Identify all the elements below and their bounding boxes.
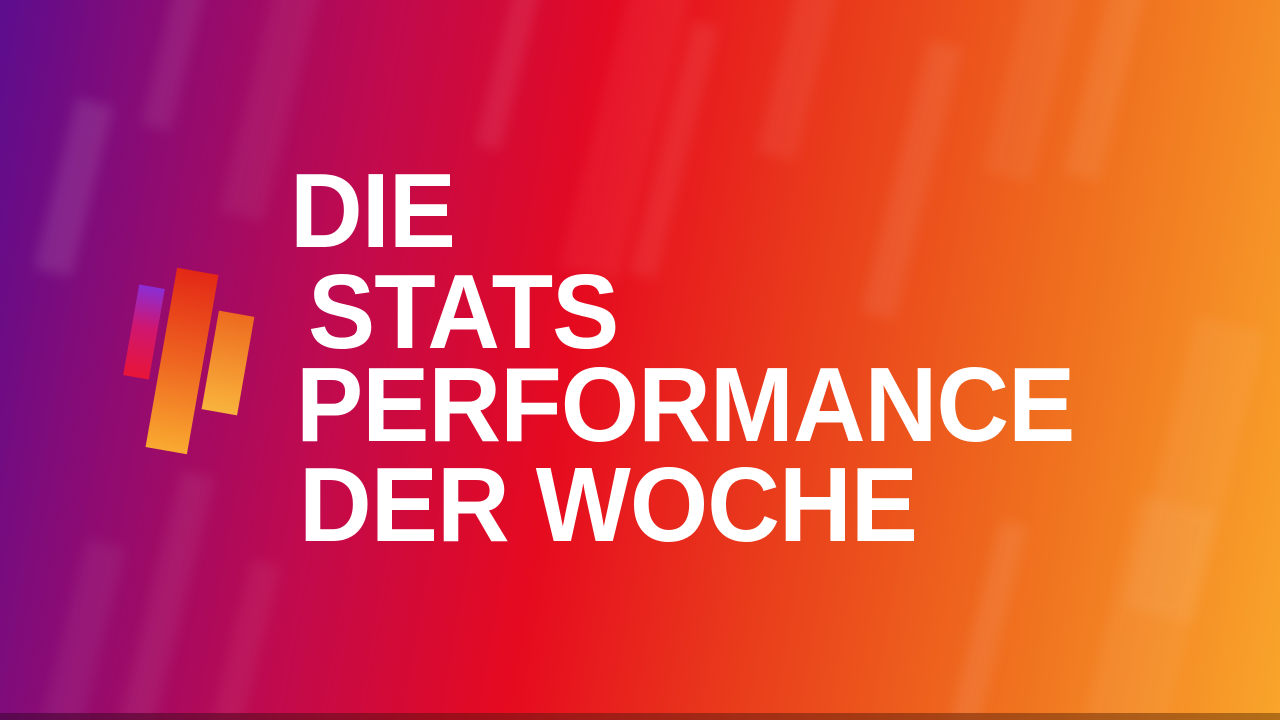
title-line-der-woche: DER WOCHE [299,446,918,564]
title-line-stats: STATS [308,253,619,371]
title-line-performance: PERFORMANCE [296,346,1075,464]
logo-bar-middle [145,267,219,455]
logo-bar-right [201,310,255,416]
stats-bars-logo-icon [123,267,255,455]
logo-bar-left [123,284,165,380]
bottom-edge-shadow [0,713,1280,720]
title-line-die: DIE [290,152,456,270]
